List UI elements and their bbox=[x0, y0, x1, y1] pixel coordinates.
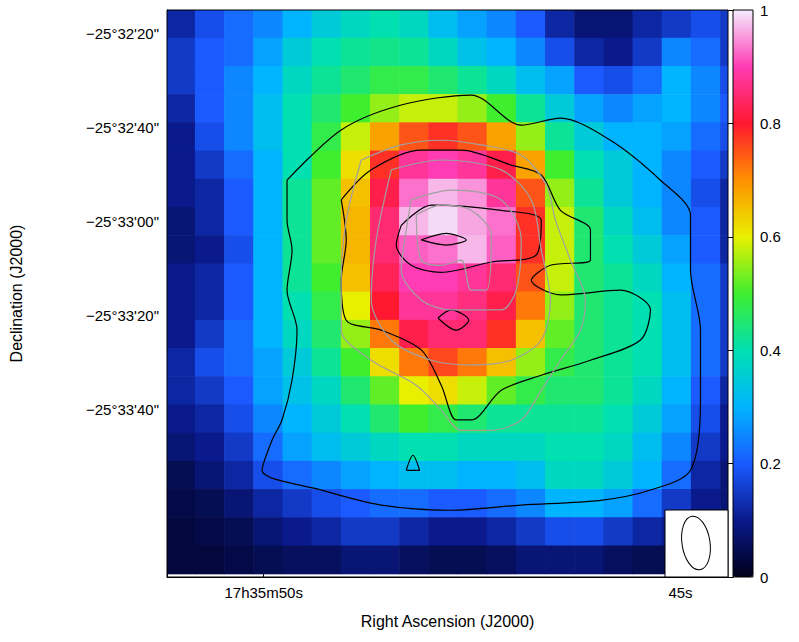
svg-text:45s: 45s bbox=[668, 584, 692, 601]
svg-text:0.8: 0.8 bbox=[760, 115, 781, 132]
svg-text:0: 0 bbox=[760, 569, 768, 586]
svg-text:−25°33'20": −25°33'20" bbox=[86, 307, 159, 324]
svg-text:−25°33'00": −25°33'00" bbox=[86, 213, 159, 230]
svg-text:Declination (J2000): Declination (J2000) bbox=[8, 225, 25, 363]
svg-text:17h35m50s: 17h35m50s bbox=[224, 584, 302, 601]
svg-text:−25°32'20": −25°32'20" bbox=[86, 25, 159, 42]
svg-text:0.2: 0.2 bbox=[760, 455, 781, 472]
svg-text:−25°33'40": −25°33'40" bbox=[86, 401, 159, 418]
svg-text:1: 1 bbox=[760, 2, 768, 19]
svg-text:0.6: 0.6 bbox=[760, 228, 781, 245]
svg-text:−25°32'40": −25°32'40" bbox=[86, 119, 159, 136]
svg-text:Right Ascension (J2000): Right Ascension (J2000) bbox=[361, 613, 534, 630]
svg-text:0.4: 0.4 bbox=[760, 342, 781, 359]
